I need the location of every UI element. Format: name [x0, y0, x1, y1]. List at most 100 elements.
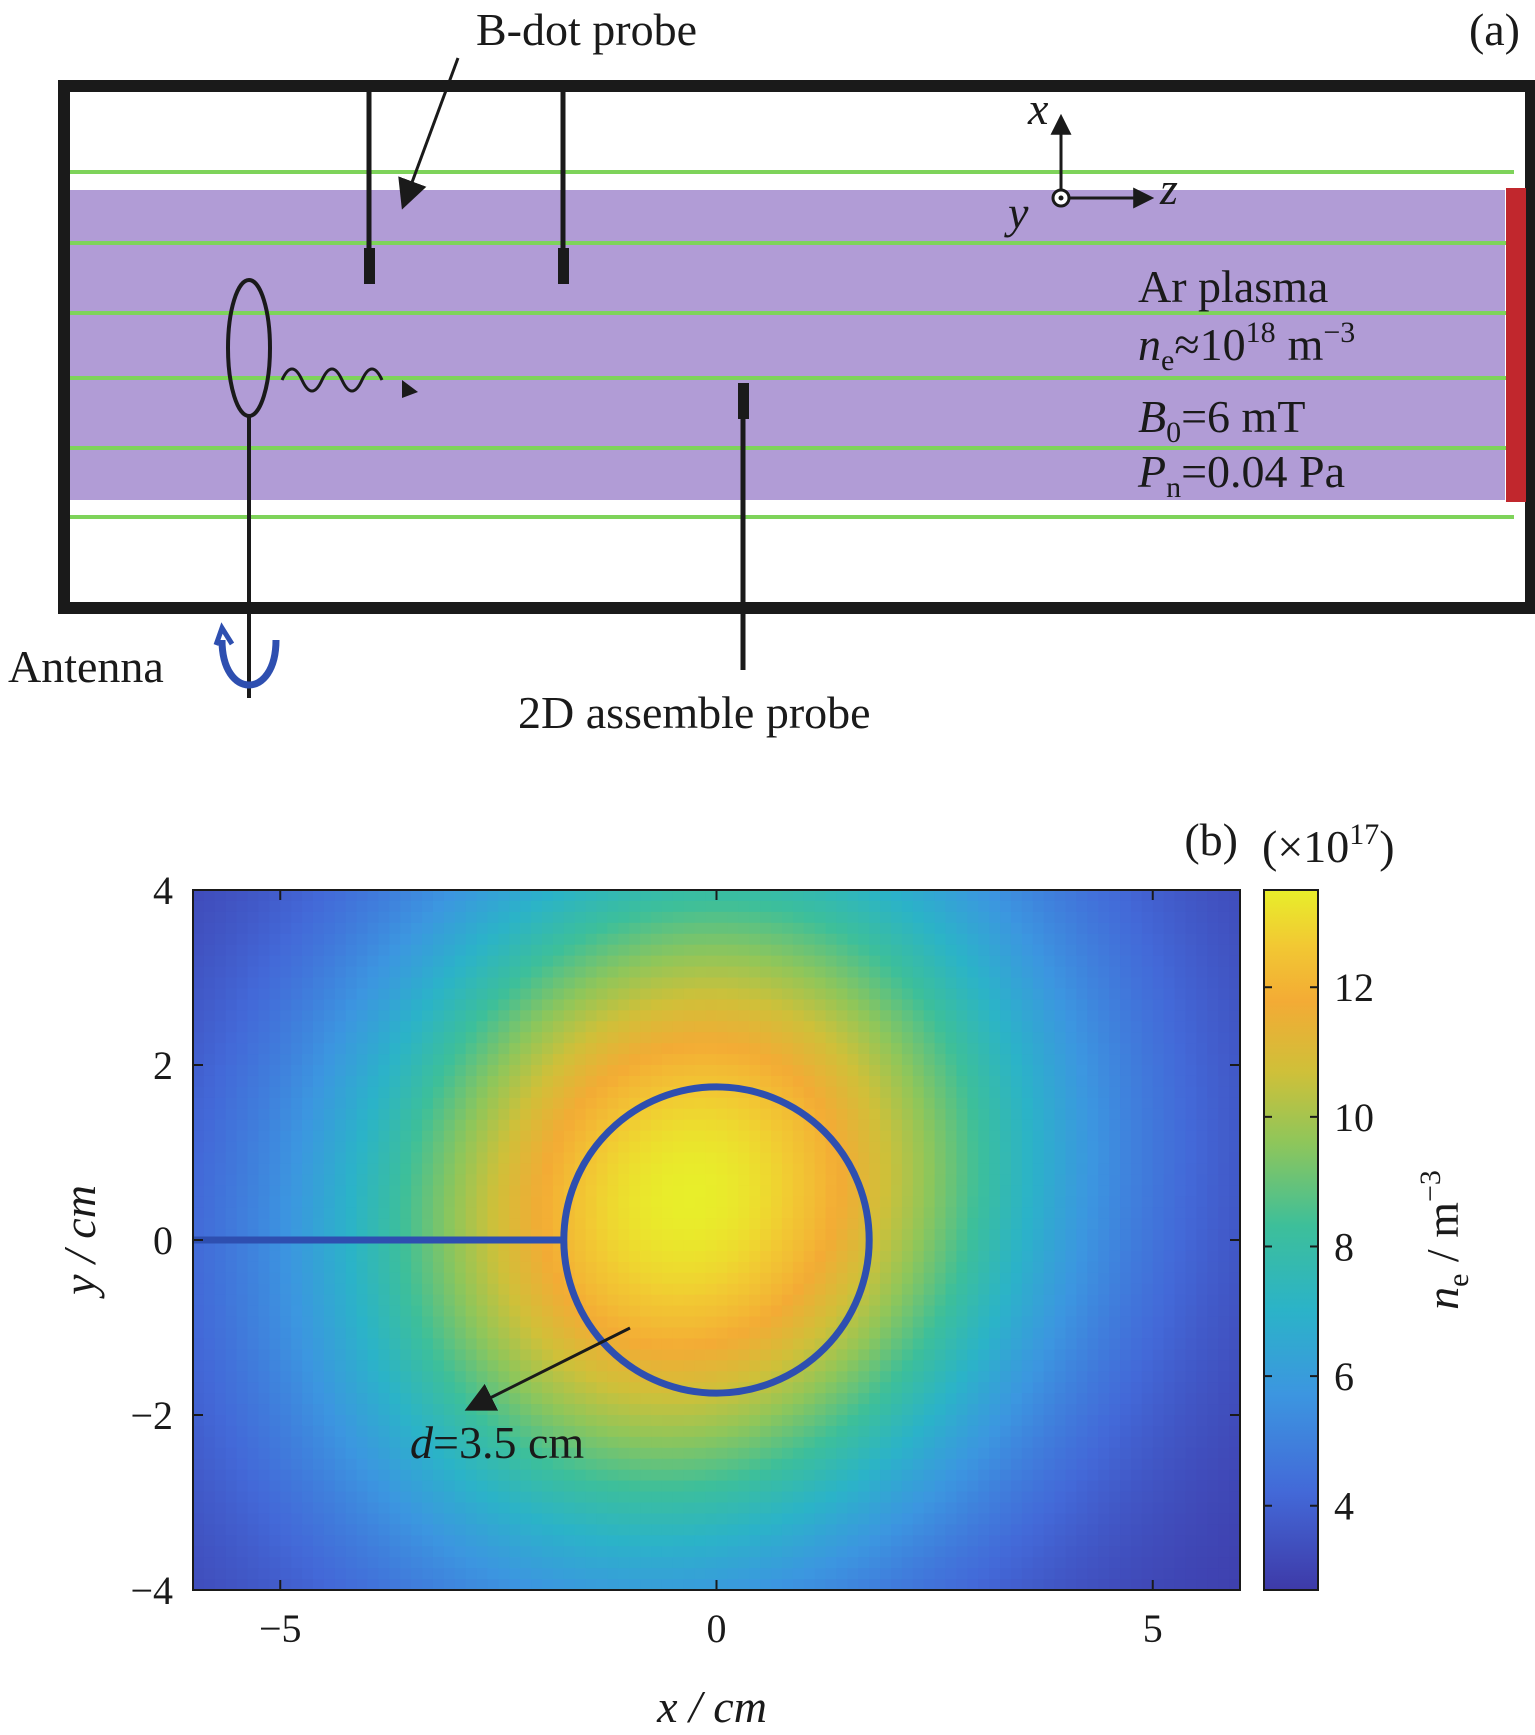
heatmap-cell [1163, 1382, 1176, 1394]
heatmap-cell [640, 1119, 652, 1132]
heatmap-cell [1098, 1294, 1110, 1307]
heatmap-cell [880, 1119, 892, 1132]
heatmap-cell [629, 1097, 641, 1110]
heatmap-cell [1054, 1207, 1067, 1219]
heatmap-cell [487, 999, 499, 1011]
heatmap-cell [596, 1294, 609, 1307]
heatmap-cell [891, 1141, 903, 1154]
axis-y-label: y [1004, 187, 1029, 238]
heatmap-cell [531, 1174, 543, 1186]
heatmap-cell [400, 1054, 412, 1066]
heatmap-cell [520, 977, 532, 990]
heatmap-cell [247, 933, 260, 946]
heatmap-cell [1021, 1338, 1034, 1350]
heatmap-cell [945, 1305, 958, 1318]
heatmap-cell [781, 1065, 794, 1077]
heatmap-cell [520, 1371, 532, 1383]
heatmap-cell [803, 1097, 816, 1110]
heatmap-cell [618, 1218, 630, 1230]
heatmap-cell [672, 1141, 685, 1154]
heatmap-cell [738, 1065, 750, 1077]
heatmap-cell [258, 1261, 270, 1274]
heatmap-cell [269, 1119, 281, 1132]
heatmap-cell [454, 1338, 467, 1350]
heatmap-cell [705, 1174, 718, 1186]
heatmap-cell [596, 1261, 609, 1274]
heatmap-cell [1130, 1207, 1143, 1219]
heatmap-cell [978, 1250, 990, 1263]
heatmap-cell [760, 1349, 772, 1361]
heatmap-cell [280, 1032, 292, 1044]
heatmap-cell [247, 1447, 260, 1460]
heatmap-cell [225, 1130, 238, 1143]
heatmap-cell [760, 1338, 772, 1350]
heatmap-cell [694, 1207, 707, 1219]
heatmap-cell [1174, 1305, 1187, 1318]
heatmap-cell [509, 911, 521, 924]
heatmap-cell [607, 1283, 619, 1296]
heatmap-cell [1109, 1360, 1121, 1372]
heatmap-cell [214, 900, 227, 913]
heatmap-cell [629, 944, 641, 957]
heatmap-cell [531, 1294, 543, 1307]
heatmap-cell [389, 1152, 401, 1165]
heatmap-cell [1229, 1283, 1240, 1296]
heatmap-cell [760, 890, 772, 902]
heatmap-cell [781, 911, 794, 924]
heatmap-cell [203, 955, 216, 968]
heatmap-cell [1141, 1327, 1154, 1340]
heatmap-cell [302, 1415, 314, 1427]
heatmap-cell [236, 1065, 249, 1077]
heatmap-cell [476, 1130, 489, 1143]
heatmap-cell [432, 1316, 445, 1329]
heatmap-cell [967, 1097, 979, 1110]
heatmap-cell [367, 1349, 380, 1361]
heatmap-cell [1163, 977, 1176, 990]
heatmap-cell [618, 1141, 630, 1154]
heatmap-cell [705, 1261, 718, 1274]
heatmap-cell [716, 999, 729, 1011]
heatmap-cell [705, 1065, 718, 1077]
heatmap-cell [422, 1218, 434, 1230]
heatmap-cell [792, 1272, 805, 1285]
heatmap-cell [312, 1294, 325, 1307]
heatmap-cell [716, 1075, 729, 1088]
heatmap-cell [672, 1185, 685, 1197]
heatmap-cell [422, 955, 434, 968]
heatmap-cell [552, 1415, 565, 1427]
heatmap-cell [1098, 1316, 1110, 1329]
heatmap-cell [563, 1021, 576, 1033]
heatmap-cell [1021, 1371, 1034, 1383]
heatmap-cell [520, 1054, 532, 1066]
heatmap-cell [760, 1185, 772, 1197]
heatmap-cell [629, 1327, 641, 1340]
heatmap-cell [989, 1043, 1001, 1055]
heatmap-cell [923, 1327, 936, 1340]
heatmap-cell [552, 1075, 565, 1088]
heatmap-cell [334, 944, 347, 957]
heatmap-cell [367, 1097, 380, 1110]
heatmap-cell [302, 1283, 314, 1296]
heatmap-cell [771, 944, 783, 957]
heatmap-cell [1087, 933, 1099, 946]
heatmap-cell [269, 1371, 281, 1383]
heatmap-cell [727, 1349, 739, 1361]
heatmap-cell [912, 1075, 925, 1088]
heatmap-cell [520, 1360, 532, 1372]
heatmap-cell [269, 1185, 281, 1197]
heatmap-cell [901, 977, 914, 990]
heatmap-cell [825, 1425, 838, 1438]
heatmap-cell [934, 1065, 947, 1077]
heatmap-cell [1043, 1141, 1056, 1154]
heatmap-cell [891, 1240, 903, 1252]
heatmap-cell [465, 1382, 478, 1394]
heatmap-cell [280, 999, 292, 1011]
heatmap-cell [269, 966, 281, 979]
heatmap-cell [771, 1086, 783, 1099]
heatmap-cell [1163, 1229, 1176, 1241]
heatmap-cell [858, 1240, 870, 1252]
heatmap-cell [880, 1130, 892, 1143]
heatmap-cell [803, 911, 816, 924]
heatmap-cell [661, 1327, 674, 1340]
heatmap-cell [411, 1294, 423, 1307]
